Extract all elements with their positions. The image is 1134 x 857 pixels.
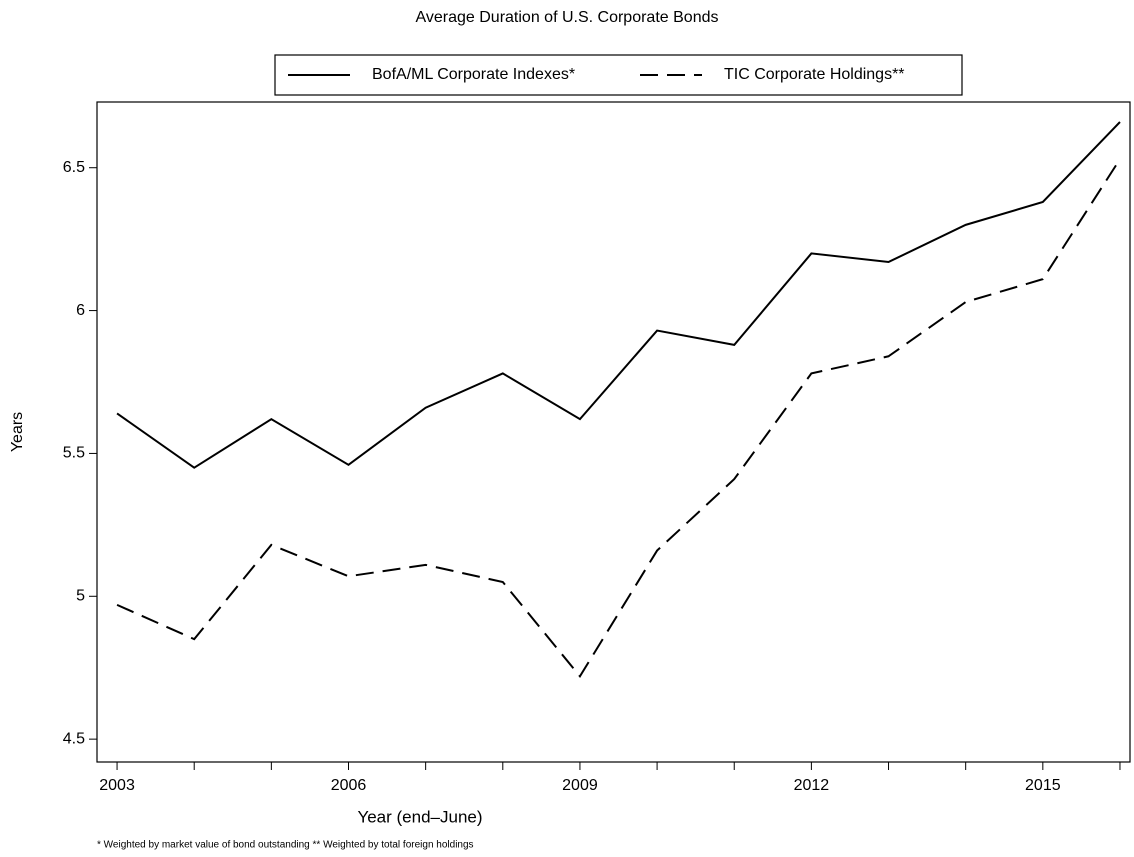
x-tick-label: 2012 xyxy=(794,777,830,794)
x-tick-label: 2015 xyxy=(1025,777,1061,794)
legend-label: BofA/ML Corporate Indexes* xyxy=(372,66,575,83)
data-line xyxy=(116,121,1121,469)
y-tick-label: 5.5 xyxy=(63,445,85,462)
plot-frame xyxy=(96,101,1131,763)
legend-label: TIC Corporate Holdings** xyxy=(724,66,905,83)
y-tick-label: 4.5 xyxy=(63,730,85,747)
x-tick-label: 2006 xyxy=(331,777,367,794)
y-axis-label: Years xyxy=(9,412,26,452)
y-tick-label: 5 xyxy=(76,588,85,605)
legend-box xyxy=(274,54,963,96)
x-tick-label: 2003 xyxy=(99,777,135,794)
footnote: * Weighted by market value of bond outst… xyxy=(97,840,474,851)
y-tick-label: 6.5 xyxy=(63,159,85,176)
data-line xyxy=(116,158,1121,679)
x-tick-label: 2009 xyxy=(562,777,598,794)
x-axis-label: Year (end–June) xyxy=(357,807,482,826)
y-tick-label: 6 xyxy=(76,302,85,319)
chart-title: Average Duration of U.S. Corporate Bonds xyxy=(416,9,719,26)
